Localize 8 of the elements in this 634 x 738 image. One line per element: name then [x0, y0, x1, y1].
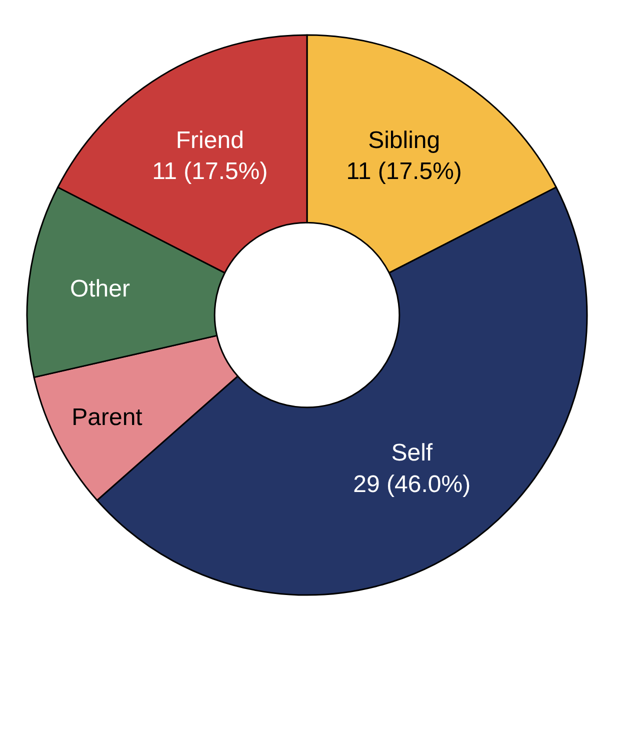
- data-label: 11 (17.5%): [152, 158, 268, 186]
- slice-label: Sibling: [368, 127, 440, 154]
- slice-label: Friend: [176, 127, 244, 154]
- data-label: 29 (46.0%): [353, 470, 471, 498]
- slice-label: Self: [391, 440, 433, 467]
- slice-label: Other: [70, 276, 130, 303]
- data-label: 11 (17.5%): [346, 158, 462, 186]
- slice-label: Parent: [72, 404, 143, 431]
